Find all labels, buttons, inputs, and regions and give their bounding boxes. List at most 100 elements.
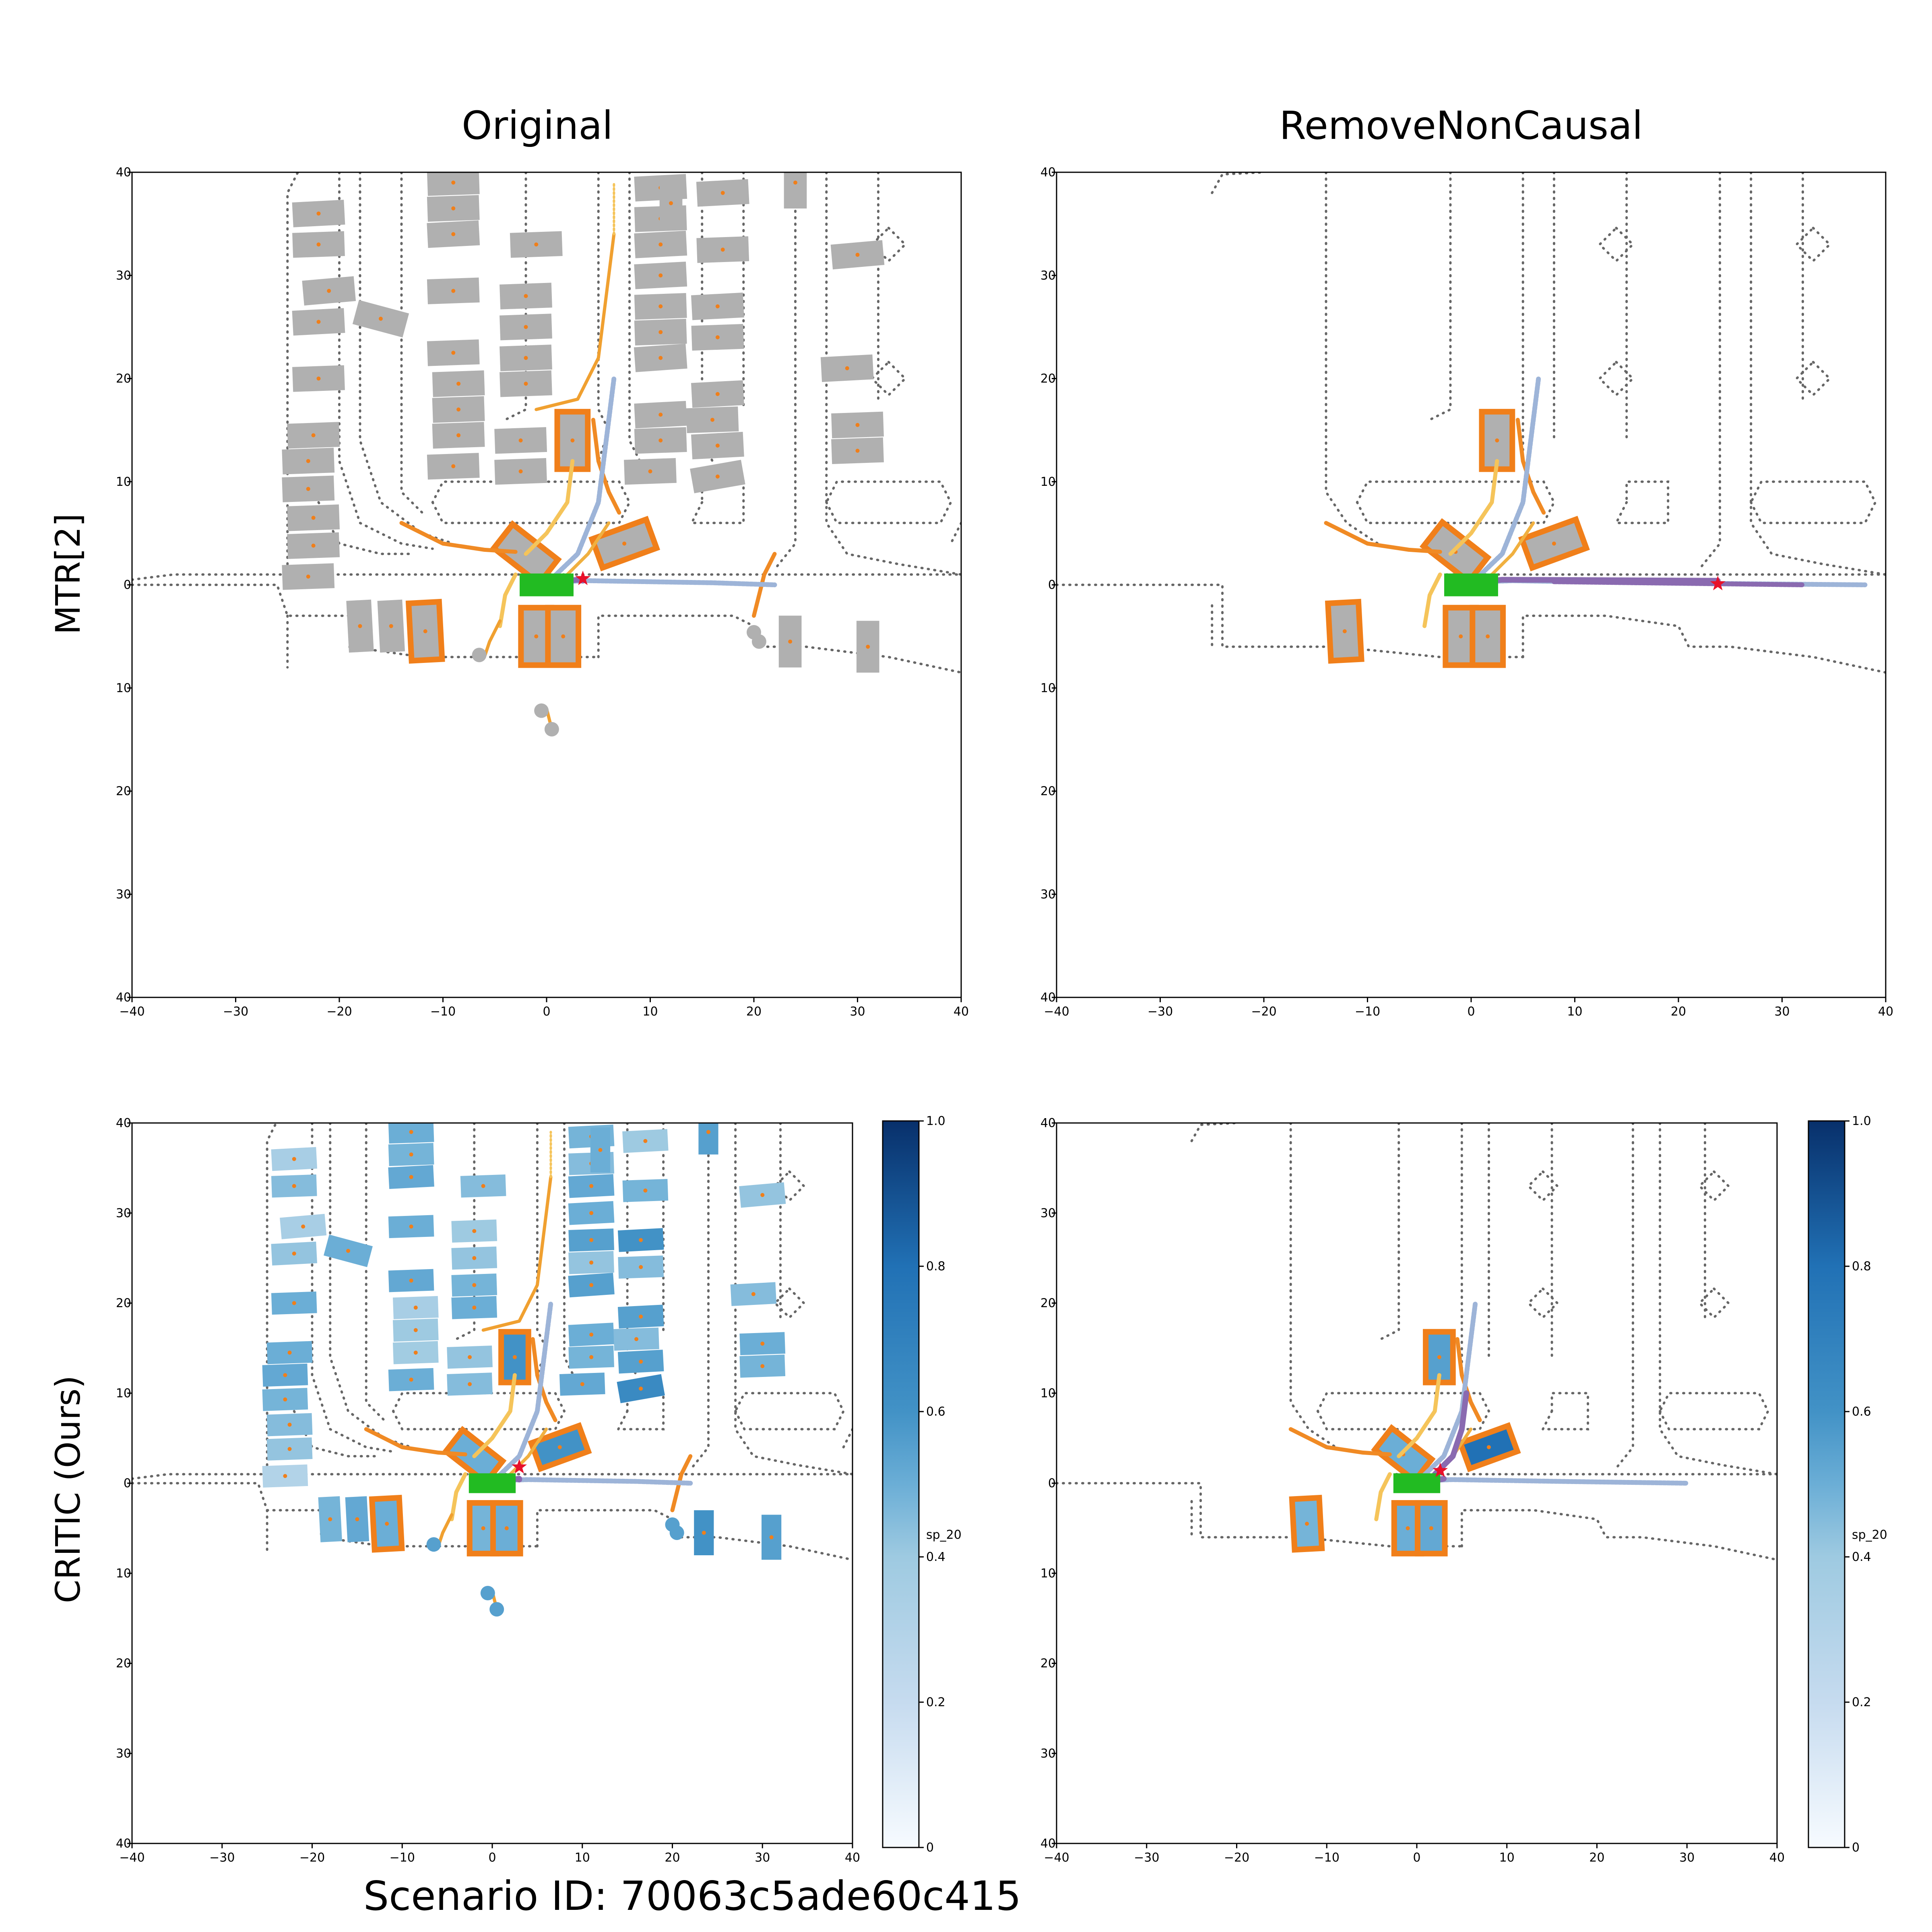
agent-center <box>855 423 860 427</box>
road-diamond <box>1527 1170 1559 1202</box>
agent-center <box>409 1130 413 1134</box>
road-edge <box>1325 172 1379 545</box>
agent-center <box>639 1387 643 1391</box>
x-tick-label: 30 <box>850 1005 865 1019</box>
agent-center <box>658 273 663 278</box>
ego-vehicle <box>520 573 574 597</box>
agent-center <box>292 1301 296 1305</box>
road-edge <box>1659 1392 1769 1430</box>
agent-center <box>518 469 523 474</box>
agent-center <box>1305 1521 1309 1526</box>
ticks: −40 −30 −20 −10 0 10 20 30 40 40 30 20 10 0 10 20 30 40 <box>116 165 969 1019</box>
agent-box <box>617 1350 664 1374</box>
agent-box <box>287 532 340 559</box>
road-edge <box>392 1392 566 1430</box>
agent-center <box>788 639 793 644</box>
agent-center <box>534 242 539 247</box>
agent-box <box>271 1241 318 1266</box>
agent-center <box>524 382 528 386</box>
road-lines <box>1057 172 1886 674</box>
agent-box <box>568 1323 615 1347</box>
x-tick-label: −30 <box>1148 1005 1173 1019</box>
agent-box <box>622 1129 669 1153</box>
road-edge <box>842 1428 852 1449</box>
x-tick-label: −20 <box>1251 1005 1276 1019</box>
road-edge <box>329 1123 413 1449</box>
agent-center <box>1429 1526 1433 1530</box>
road-diamond <box>1698 1287 1730 1319</box>
agent-center <box>287 1447 292 1451</box>
road-diamond <box>1527 1287 1559 1319</box>
agent-box <box>392 1296 439 1319</box>
road-edge <box>311 1123 394 1453</box>
agent-center <box>720 191 725 195</box>
agent-center <box>622 541 627 546</box>
agent-center <box>451 351 456 355</box>
road-edge <box>1316 1392 1490 1430</box>
future-yellow <box>1397 1373 1441 1458</box>
agent-center <box>316 242 321 247</box>
ego-vehicle <box>1444 573 1498 597</box>
road-diamond <box>773 1287 806 1319</box>
y-tick-label: 10 <box>116 1386 131 1400</box>
road-edge <box>1750 172 1886 576</box>
road-edge <box>536 1123 548 1377</box>
agent-box <box>617 1305 664 1329</box>
x-tick-label: 20 <box>746 1005 762 1019</box>
agent-center <box>451 232 456 236</box>
agent-box <box>302 276 356 306</box>
agents <box>1289 1329 1521 1556</box>
target-star <box>1432 1462 1448 1477</box>
agent-center <box>1459 634 1463 639</box>
agent-box <box>388 1368 434 1391</box>
pedestrian <box>669 1525 684 1540</box>
col-title-removenoncausal: RemoveNonCausal <box>1279 103 1643 148</box>
colorbar-gradient <box>882 1120 920 1848</box>
causal-outline <box>369 1494 405 1553</box>
agent-center <box>456 433 461 438</box>
y-tick-label: 10 <box>116 1567 131 1581</box>
agent-center <box>472 1229 477 1233</box>
agent-box <box>624 458 677 485</box>
causal-outline <box>1457 1422 1521 1472</box>
road-edge <box>1614 480 1670 524</box>
agent-box <box>427 172 480 196</box>
agent-center <box>589 1355 594 1359</box>
colorbar-tick-label: 0.2 <box>926 1695 945 1709</box>
road-edge <box>825 172 961 576</box>
agent-center <box>524 294 528 298</box>
agent-box <box>1457 1422 1521 1472</box>
agent-center <box>589 1211 594 1215</box>
predicted-up <box>1474 376 1541 581</box>
agent-box <box>830 240 885 270</box>
x-tick-label: 10 <box>1499 1851 1515 1865</box>
agent-box <box>388 1269 434 1292</box>
agent-center <box>760 1364 765 1368</box>
road-edge <box>338 172 434 550</box>
y-tick-label: 30 <box>1040 1206 1056 1220</box>
agent-box <box>388 1123 434 1144</box>
agent-box <box>510 231 563 258</box>
future-orange <box>483 619 502 659</box>
y-tick-label: 0 <box>1048 578 1056 592</box>
ego-vehicle <box>1393 1473 1441 1493</box>
agent-box <box>856 621 879 673</box>
agent-center <box>706 1130 710 1134</box>
agent-box <box>1443 605 1479 668</box>
causal-outline <box>588 516 661 572</box>
future-yellow <box>450 1472 467 1521</box>
colorbar-tick-label: 0.6 <box>926 1405 945 1419</box>
ticks: −40 −30 −20 −10 0 10 20 30 40 40 30 20 10 0 10 20 30 40 <box>116 1116 860 1865</box>
pedestrian <box>472 648 487 663</box>
agent-center <box>292 1251 296 1256</box>
road-edge <box>365 1123 386 1422</box>
road-edge <box>536 1509 852 1561</box>
plot-area <box>132 172 961 737</box>
agent-box <box>617 1228 664 1252</box>
panel-2: −40 −30 −20 −10 0 10 20 30 40 40 30 20 10 0 10 20 30 40 <box>1040 165 1893 1019</box>
agent-box <box>1518 516 1590 572</box>
agent-center <box>451 206 456 211</box>
agent-body <box>698 1123 718 1155</box>
agent-center <box>311 543 316 548</box>
x-tick-label: 40 <box>1878 1005 1893 1019</box>
